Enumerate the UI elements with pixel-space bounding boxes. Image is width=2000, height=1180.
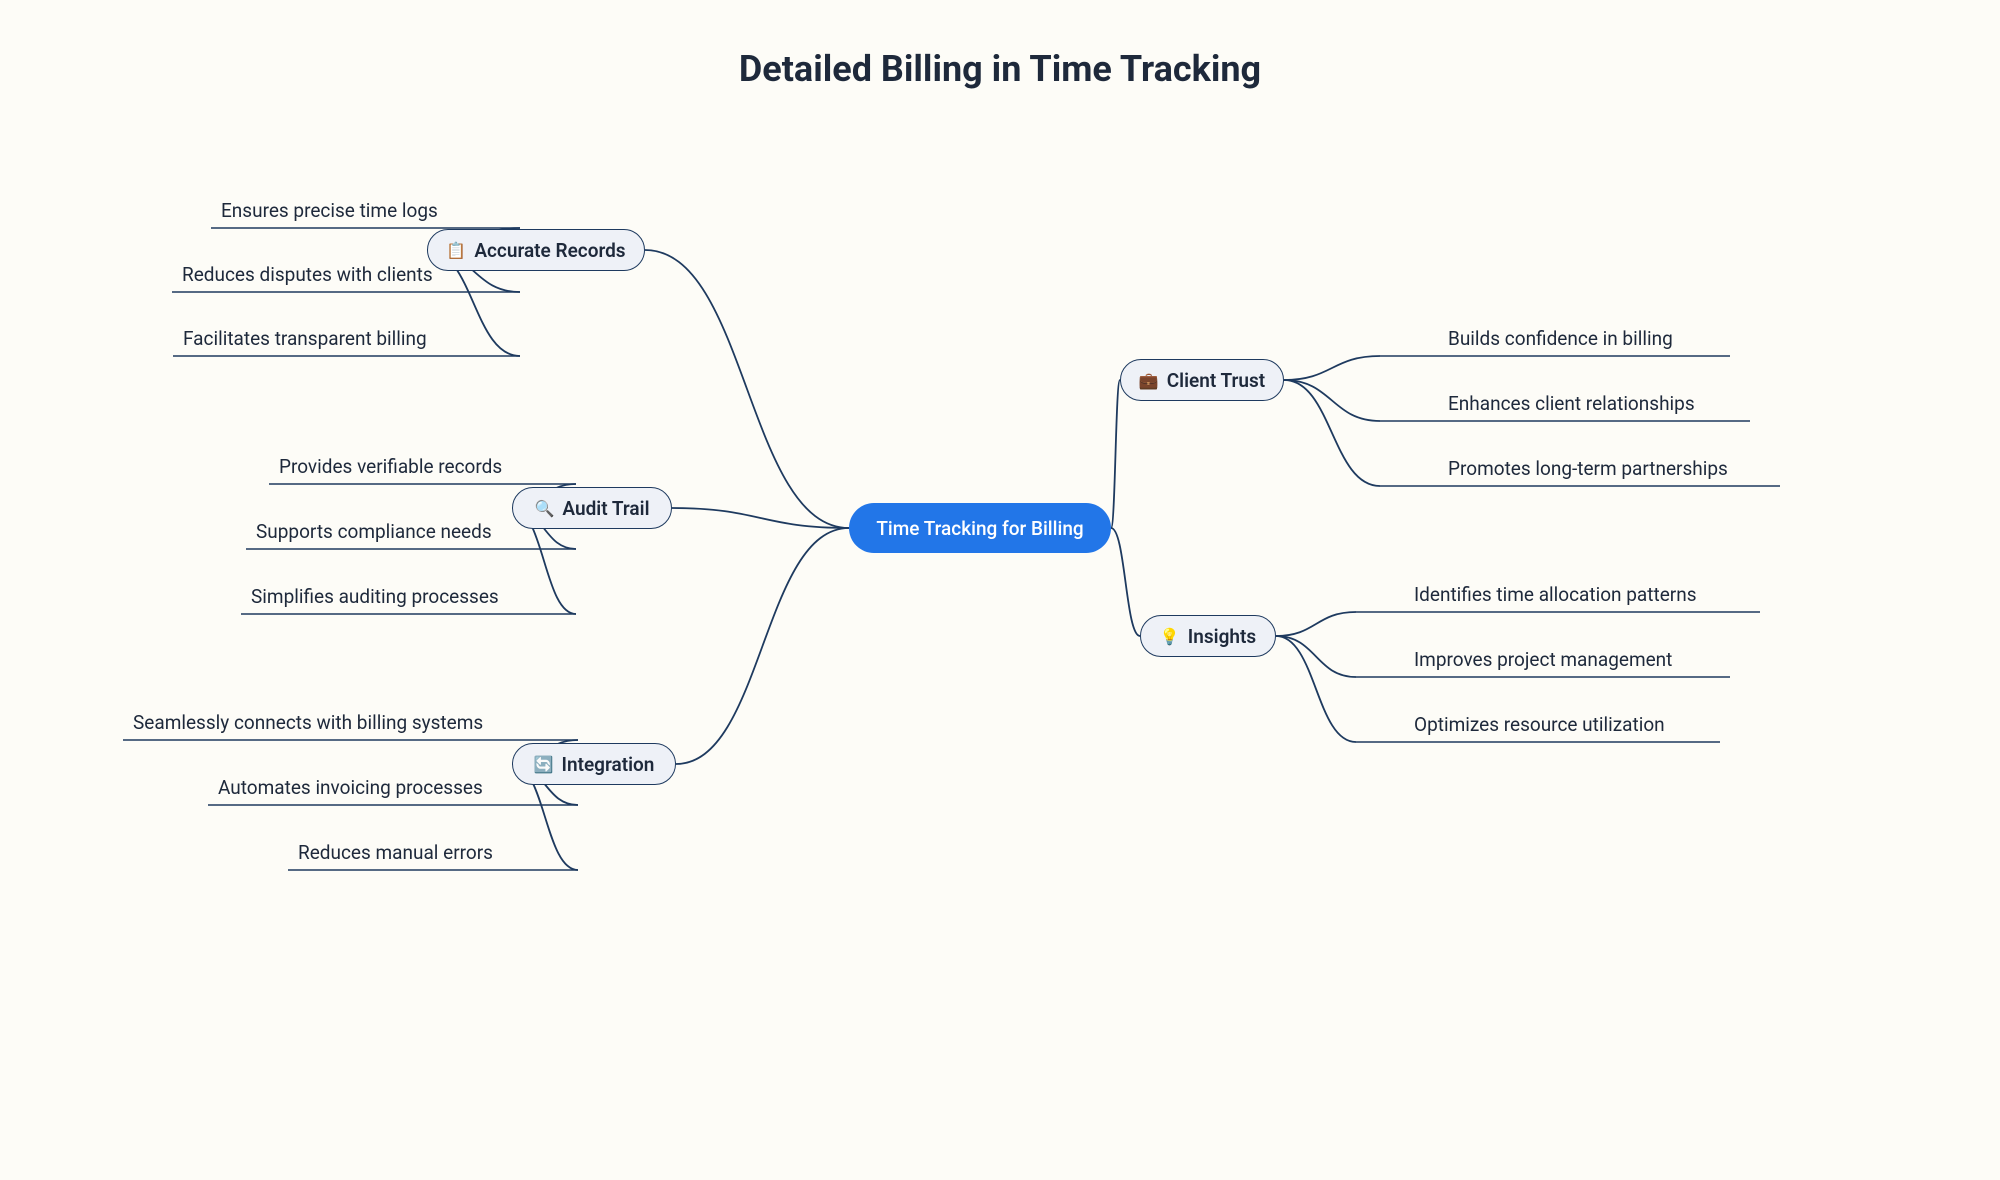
integration-icon: 🔄 bbox=[534, 755, 554, 774]
audit-trail-icon: 🔍 bbox=[535, 499, 555, 518]
audit-trail-leaf: Supports compliance needs bbox=[256, 520, 492, 543]
branch-client-trust: 💼 Client Trust bbox=[1120, 359, 1284, 401]
integration-label: Integration bbox=[562, 753, 655, 776]
branch-audit-trail: 🔍 Audit Trail bbox=[512, 487, 672, 529]
client-trust-label: Client Trust bbox=[1167, 369, 1265, 392]
integration-leaf: Automates invoicing processes bbox=[218, 776, 483, 799]
client-trust-icon: 💼 bbox=[1139, 371, 1159, 390]
insights-icon: 💡 bbox=[1160, 627, 1180, 646]
audit-trail-leaf: Provides verifiable records bbox=[279, 455, 502, 478]
integration-leaf: Seamlessly connects with billing systems bbox=[133, 711, 483, 734]
audit-trail-leaf: Simplifies auditing processes bbox=[251, 585, 499, 608]
center-node: Time Tracking for Billing bbox=[849, 503, 1111, 553]
accurate-records-label: Accurate Records bbox=[474, 239, 625, 262]
insights-leaf: Improves project management bbox=[1414, 648, 1672, 671]
accurate-records-leaf: Ensures precise time logs bbox=[221, 199, 438, 222]
branch-insights: 💡 Insights bbox=[1140, 615, 1276, 657]
accurate-records-leaf: Facilitates transparent billing bbox=[183, 327, 427, 350]
accurate-records-icon: 📋 bbox=[446, 241, 466, 260]
branch-accurate-records: 📋 Accurate Records bbox=[427, 229, 645, 271]
client-trust-leaf: Builds confidence in billing bbox=[1448, 327, 1673, 350]
integration-leaf: Reduces manual errors bbox=[298, 841, 493, 864]
accurate-records-leaf: Reduces disputes with clients bbox=[182, 263, 433, 286]
audit-trail-label: Audit Trail bbox=[562, 497, 649, 520]
client-trust-leaf: Promotes long-term partnerships bbox=[1448, 457, 1728, 480]
center-node-label: Time Tracking for Billing bbox=[876, 517, 1083, 540]
insights-leaf: Optimizes resource utilization bbox=[1414, 713, 1665, 736]
client-trust-leaf: Enhances client relationships bbox=[1448, 392, 1695, 415]
page-title: Detailed Billing in Time Tracking bbox=[0, 48, 2000, 90]
branch-integration: 🔄 Integration bbox=[512, 743, 676, 785]
insights-label: Insights bbox=[1188, 625, 1256, 648]
insights-leaf: Identifies time allocation patterns bbox=[1414, 583, 1697, 606]
